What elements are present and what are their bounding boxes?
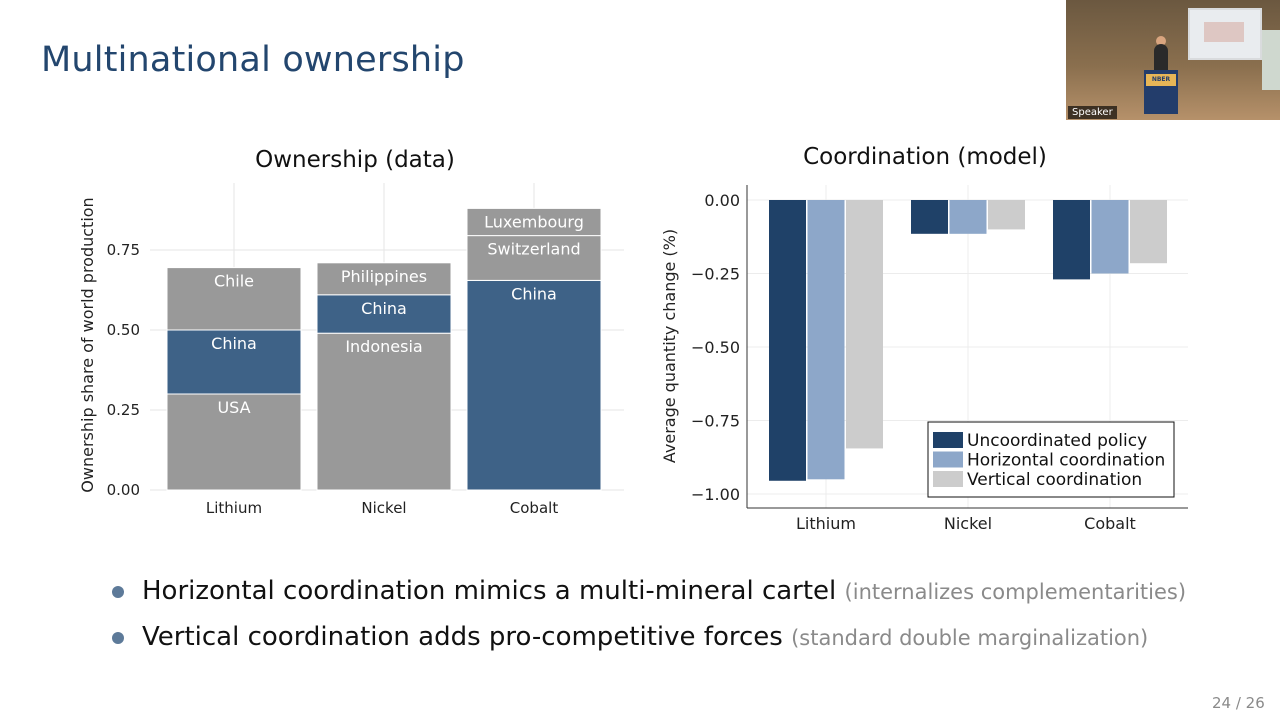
podium-sign: NBER: [1146, 74, 1176, 86]
x-tick-label: Nickel: [361, 499, 406, 517]
tick-labels: 0.00 0.25 0.50 0.75 Lithium Nickel Cobalt: [107, 241, 559, 517]
bars: USA China Chile Indonesia China Philippines Ch…: [166, 207, 602, 491]
y-tick-label: 0.00: [107, 481, 140, 499]
segment-label: China: [211, 334, 257, 353]
bar-segment: [316, 262, 452, 296]
y-tick-label: −1.00: [691, 485, 740, 504]
bar: [911, 200, 948, 234]
legend-box: [927, 421, 1175, 498]
bar-segment: [166, 267, 302, 331]
chart-title: Coordination (model): [803, 144, 1047, 170]
bar: [769, 200, 806, 481]
legend-swatch: [933, 451, 963, 468]
projected-slide: [1204, 22, 1244, 42]
y-axis-label: Average quantity change (%): [660, 229, 679, 463]
y-tick-label: 0.75: [107, 241, 140, 259]
bullet-dot-icon: [112, 632, 124, 644]
ownership-chart: Ownership (data) Ownership share of worl…: [78, 147, 624, 517]
bar-segment: [166, 393, 302, 491]
legend-swatch: [933, 471, 963, 487]
segment-label: Chile: [214, 272, 254, 291]
legend-swatch: [933, 432, 963, 448]
segment-label: USA: [217, 398, 250, 417]
y-tick-label: 0.25: [107, 401, 140, 419]
bar-segment: [466, 279, 602, 491]
speaker-figure: [1154, 44, 1168, 72]
room-window: [1262, 30, 1280, 90]
x-tick-label: Lithium: [206, 499, 262, 517]
bar-segment: [466, 207, 602, 237]
bullet-text: Vertical coordination adds pro-competiti…: [142, 622, 783, 652]
segment-label: Indonesia: [345, 337, 422, 356]
bullet-text-wrap: Horizontal coordination mimics a multi-m…: [142, 576, 1186, 606]
bar-segment: [466, 235, 602, 281]
segment-label: China: [361, 299, 407, 318]
bar: [1130, 200, 1167, 264]
y-tick-label: −0.50: [691, 338, 740, 357]
segment-label: Luxembourg: [484, 212, 584, 231]
bar: [988, 200, 1025, 230]
speaker-video-thumbnail[interactable]: NBER Speaker: [1066, 0, 1280, 120]
y-tick-label: 0.50: [107, 321, 140, 339]
bullet-note: (standard double marginalization): [791, 626, 1149, 650]
bar: [1053, 200, 1090, 280]
coordination-chart: Coordination (model) Average quantity ch…: [660, 144, 1188, 533]
y-tick-label: −0.25: [691, 265, 740, 284]
bar: [846, 200, 883, 449]
y-tick-label: −0.75: [691, 412, 740, 431]
bar: [1091, 200, 1129, 274]
bar: [949, 200, 987, 234]
speaker-label: Speaker: [1068, 106, 1117, 119]
bullet-dot-icon: [112, 586, 124, 598]
bar-segment: [166, 329, 302, 395]
bars: [769, 200, 1167, 481]
bullet-text: Horizontal coordination mimics a multi-m…: [142, 576, 837, 606]
bullet-note: (internalizes complementarities): [844, 580, 1187, 604]
x-tick-label: Lithium: [796, 514, 856, 533]
page-number: 24 / 26: [1212, 694, 1265, 712]
segment-label: Philippines: [341, 267, 427, 286]
segment-label: China: [511, 284, 557, 303]
segment-label: Switzerland: [487, 240, 580, 259]
bar-segment: [316, 332, 452, 491]
legend-label: Uncoordinated policy: [967, 431, 1147, 451]
x-tick-label: Cobalt: [510, 499, 559, 517]
legend-label: Vertical coordination: [967, 470, 1142, 490]
speaker-head: [1156, 36, 1166, 46]
projector-screen: [1188, 8, 1262, 60]
y-axis-label: Ownership share of world production: [78, 197, 97, 492]
x-tick-label: Cobalt: [1084, 514, 1136, 533]
bar-segment: [316, 294, 452, 334]
x-tick-label: Nickel: [944, 514, 992, 533]
chart-title: Ownership (data): [255, 147, 455, 173]
y-tick-label: 0.00: [704, 191, 740, 210]
bullet-text-wrap: Vertical coordination adds pro-competiti…: [142, 622, 1148, 652]
tick-labels: 0.00 −0.25 −0.50 −0.75 −1.00 Lithium Nickel Cob…: [691, 191, 1136, 533]
bar: [807, 200, 845, 480]
legend-label: Horizontal coordination: [967, 451, 1165, 471]
slide-title: Multinational ownership: [41, 40, 465, 80]
